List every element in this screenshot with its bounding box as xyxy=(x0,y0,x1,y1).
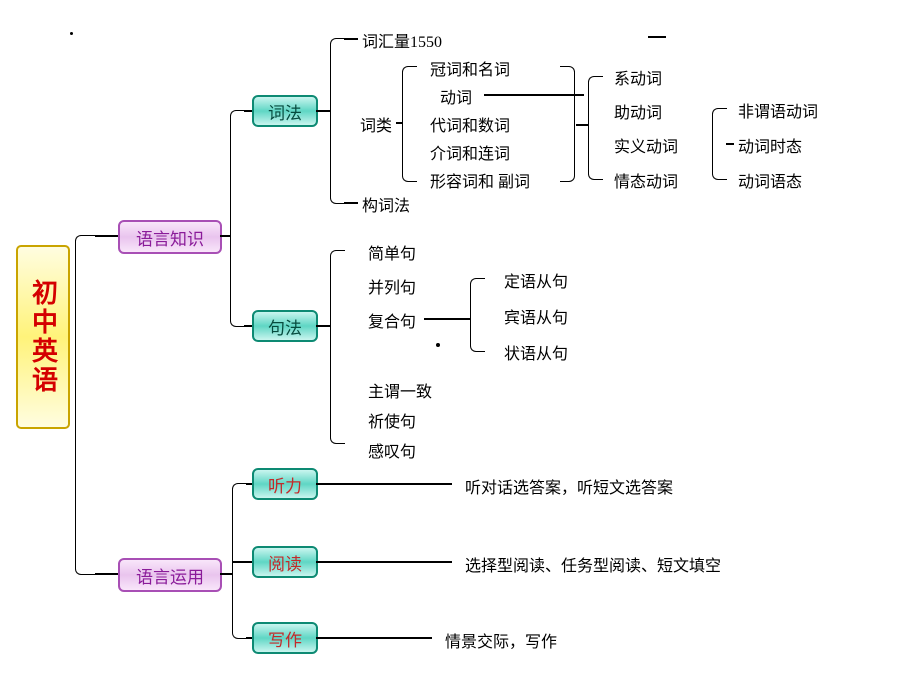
txt-morph: 构词法 xyxy=(362,192,410,216)
conn-verbs-mid xyxy=(576,124,588,126)
txt-syn-1: 并列句 xyxy=(368,274,416,298)
txt-verb-0: 系动词 xyxy=(614,65,662,89)
txt-read: 选择型阅读、任务型阅读、短文填空 xyxy=(465,552,721,576)
txt-syn-0: 简单句 xyxy=(368,240,416,264)
txt-verbr-2: 动词语态 xyxy=(738,168,802,192)
txt-cat-3: 介词和连词 xyxy=(430,140,510,164)
bracket-lexis xyxy=(330,38,345,204)
bracket-syntax xyxy=(330,250,345,444)
node-syntax: 句法 xyxy=(252,310,318,342)
conn-syntax-mid xyxy=(316,325,330,327)
txt-clause-2: 状语从句 xyxy=(504,340,568,364)
node-read: 阅读 xyxy=(252,546,318,578)
txt-syn-5: 感叹句 xyxy=(368,438,416,462)
node-listen: 听力 xyxy=(252,468,318,500)
txt-cat-4: 形容词和 副词 xyxy=(430,168,530,192)
txt-clause-0: 定语从句 xyxy=(504,268,568,292)
dash-top xyxy=(648,36,666,38)
txt-verbr-0: 非谓语动词 xyxy=(738,98,818,122)
bracket-knowledge xyxy=(230,110,245,327)
node-usage: 语言运用 xyxy=(118,558,222,592)
node-lexis: 词法 xyxy=(252,95,318,127)
tick-verbs-r-mid xyxy=(726,143,734,145)
tick-lexis-morph xyxy=(344,202,358,204)
conn-lexis-mid xyxy=(316,110,330,112)
conn-read-txt xyxy=(316,561,452,563)
conn-listen-txt xyxy=(316,483,452,485)
dot-syntax xyxy=(436,343,440,347)
conn-clauses xyxy=(424,318,470,320)
txt-verb-2: 实义动词 xyxy=(614,133,678,157)
bracket-verbs-r xyxy=(712,108,727,180)
dot-deco xyxy=(70,32,73,35)
txt-write: 情景交际，写作 xyxy=(445,628,557,652)
txt-clause-1: 宾语从句 xyxy=(504,304,568,328)
txt-verb-3: 情态动词 xyxy=(614,168,678,192)
conn-write-txt xyxy=(316,637,432,639)
conn-usage-mid xyxy=(220,573,232,575)
bracket-cat-right xyxy=(560,66,575,182)
txt-cat-1: 动词 xyxy=(440,84,472,108)
node-write: 写作 xyxy=(252,622,318,654)
conn-knowledge-mid xyxy=(220,235,230,237)
conn-usage-write xyxy=(246,637,252,639)
conn-usage-listen xyxy=(246,483,252,485)
txt-cat-label: 词类 xyxy=(360,112,392,136)
txt-syn-3: 主谓一致 xyxy=(368,378,432,402)
txt-syn-2: 复合句 xyxy=(368,308,416,332)
tick-lexis-vocab xyxy=(344,38,358,40)
bracket-clauses xyxy=(470,278,485,352)
conn-kn-syntax xyxy=(244,325,252,327)
txt-cat-0: 冠词和名词 xyxy=(430,56,510,80)
conn-kn-lexis xyxy=(244,110,252,112)
txt-verb-1: 助动词 xyxy=(614,99,662,123)
bracket-verbs xyxy=(588,76,603,180)
txt-syn-4: 祈使句 xyxy=(368,408,416,432)
txt-listen: 听对话选答案，听短文选答案 xyxy=(465,474,673,498)
bracket-root xyxy=(75,235,96,575)
conn-cat-mid xyxy=(396,122,402,124)
bracket-cat xyxy=(402,66,417,182)
conn-usage-read xyxy=(232,561,252,563)
txt-cat-2: 代词和数词 xyxy=(430,112,510,136)
conn-root-usage xyxy=(95,573,118,575)
node-knowledge: 语言知识 xyxy=(118,220,222,254)
txt-vocab: 词汇量1550 xyxy=(362,28,442,52)
root-node: 初中英语 xyxy=(16,245,70,429)
txt-verbr-1: 动词时态 xyxy=(738,133,802,157)
conn-root-knowledge xyxy=(95,235,118,237)
